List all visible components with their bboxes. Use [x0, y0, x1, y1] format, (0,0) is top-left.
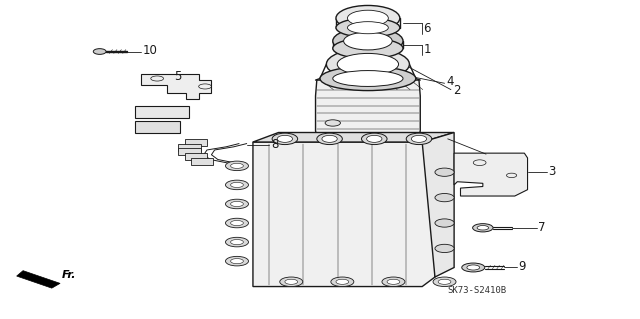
Text: 3: 3 [548, 165, 556, 178]
Ellipse shape [348, 22, 388, 34]
Text: 9: 9 [518, 260, 525, 273]
Bar [178, 148, 200, 155]
Ellipse shape [317, 133, 342, 145]
Text: 7: 7 [538, 221, 546, 234]
Ellipse shape [277, 135, 292, 142]
Ellipse shape [467, 265, 479, 270]
Ellipse shape [387, 279, 400, 284]
Ellipse shape [331, 277, 354, 286]
Ellipse shape [230, 182, 243, 188]
Ellipse shape [462, 263, 484, 272]
Text: 5: 5 [174, 70, 182, 83]
Ellipse shape [322, 135, 337, 142]
Ellipse shape [337, 53, 399, 75]
Polygon shape [135, 121, 179, 132]
Ellipse shape [336, 18, 400, 37]
Bar [191, 158, 213, 165]
Text: 2: 2 [453, 84, 460, 97]
Ellipse shape [225, 237, 248, 247]
Ellipse shape [325, 120, 340, 126]
Ellipse shape [230, 220, 243, 226]
Ellipse shape [280, 277, 303, 286]
Text: SK73-S2410B: SK73-S2410B [448, 286, 507, 295]
Ellipse shape [477, 226, 488, 230]
Ellipse shape [336, 5, 400, 31]
Polygon shape [253, 132, 454, 142]
Text: 8: 8 [271, 138, 278, 151]
Ellipse shape [336, 279, 349, 284]
Text: Fr.: Fr. [61, 271, 76, 280]
Ellipse shape [435, 194, 454, 202]
Text: 4: 4 [447, 75, 454, 88]
Text: 6: 6 [424, 22, 431, 35]
Ellipse shape [225, 218, 248, 228]
Ellipse shape [362, 133, 387, 145]
Polygon shape [454, 153, 527, 196]
Ellipse shape [433, 277, 456, 286]
Ellipse shape [272, 133, 298, 145]
Polygon shape [316, 80, 420, 140]
Ellipse shape [438, 279, 451, 284]
Ellipse shape [230, 240, 243, 245]
Polygon shape [135, 106, 189, 118]
Bar [178, 144, 200, 151]
Ellipse shape [326, 48, 410, 80]
Ellipse shape [225, 161, 248, 171]
Ellipse shape [320, 66, 416, 91]
Bar [184, 153, 207, 160]
Ellipse shape [333, 70, 403, 86]
Ellipse shape [333, 38, 403, 58]
Ellipse shape [348, 10, 388, 26]
Bar [184, 139, 207, 146]
Ellipse shape [230, 201, 243, 206]
Text: 1: 1 [424, 43, 431, 56]
Polygon shape [422, 132, 454, 277]
Ellipse shape [93, 49, 106, 54]
Ellipse shape [435, 168, 454, 176]
Ellipse shape [435, 219, 454, 227]
Ellipse shape [382, 277, 405, 286]
Ellipse shape [230, 163, 243, 168]
Ellipse shape [285, 279, 298, 284]
Ellipse shape [225, 180, 248, 190]
Ellipse shape [225, 256, 248, 266]
Polygon shape [253, 142, 435, 286]
Polygon shape [141, 74, 211, 99]
Ellipse shape [412, 135, 427, 142]
Ellipse shape [333, 28, 403, 54]
Ellipse shape [472, 224, 493, 232]
Ellipse shape [406, 133, 432, 145]
Polygon shape [17, 271, 60, 288]
Ellipse shape [230, 259, 243, 264]
Ellipse shape [225, 199, 248, 209]
Ellipse shape [367, 135, 382, 142]
Ellipse shape [344, 32, 392, 50]
Text: 10: 10 [143, 44, 157, 57]
Ellipse shape [435, 244, 454, 253]
